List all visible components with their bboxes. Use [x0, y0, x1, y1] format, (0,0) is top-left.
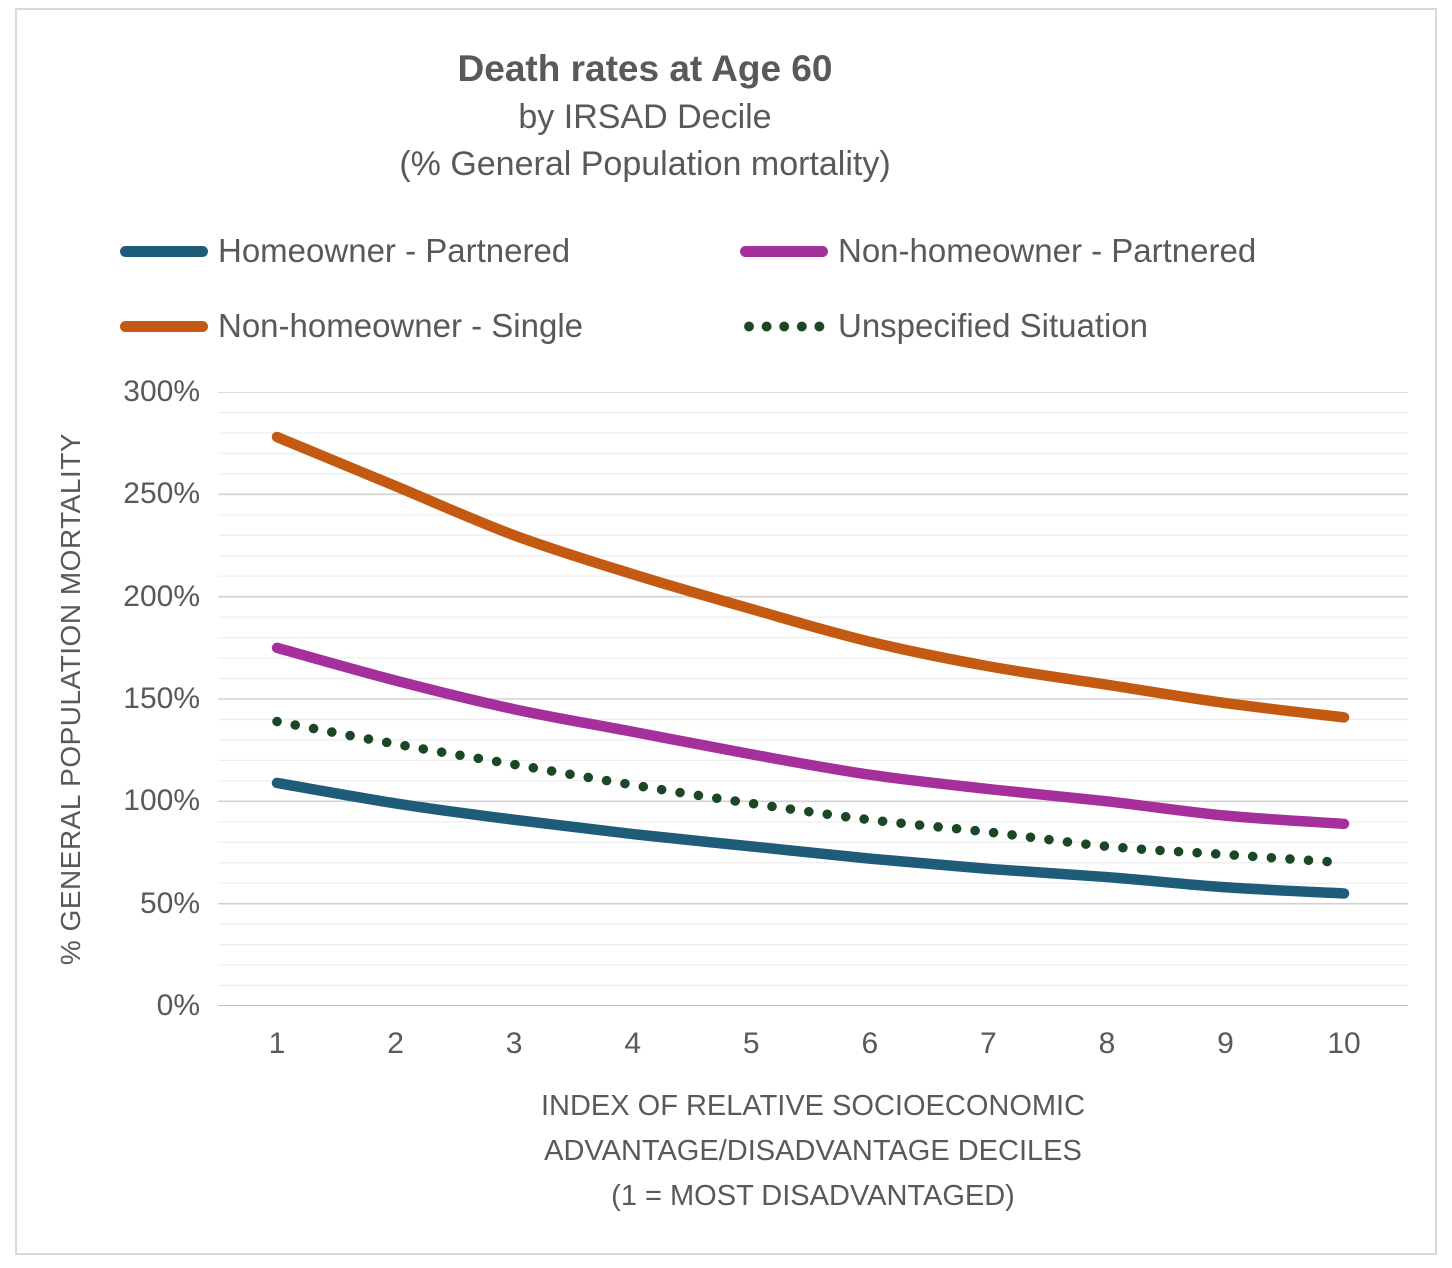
x-tick-label: 2	[387, 1027, 404, 1060]
x-tick-label: 3	[505, 1027, 523, 1060]
x-axis-title: INDEX OF RELATIVE SOCIOECONOMIC ADVANTAGE…	[218, 1084, 1408, 1219]
x-tick-label: 5	[742, 1027, 760, 1060]
legend-label: Non-homeowner - Partnered	[838, 232, 1257, 269]
legend-item-unspecified-situation: Unspecified Situation	[740, 307, 1149, 344]
x-tick-label: 9	[1217, 1027, 1234, 1060]
chart-plot-area	[218, 392, 1408, 1006]
chart-title: Death rates at Age 60	[457, 48, 833, 89]
y-tick-label: 150%	[123, 682, 200, 715]
y-tick-label: 250%	[123, 477, 200, 511]
legend-swatch-line-icon	[740, 245, 828, 257]
legend-swatch-line-icon	[120, 245, 208, 257]
y-tick-label: 100%	[123, 784, 200, 818]
x-tick-label: 1	[268, 1027, 286, 1060]
legend-label: Homeowner - Partnered	[218, 232, 571, 269]
x-tick-label: 6	[861, 1027, 879, 1060]
x-tick-label: 10	[1327, 1027, 1361, 1060]
legend-item-non-homeowner-partnered: Non-homeowner - Partnered	[740, 232, 1257, 269]
y-tick-label: 200%	[123, 579, 200, 613]
x-tick-label: 4	[624, 1027, 642, 1060]
x-tick-label: 7	[980, 1027, 997, 1060]
x-tick-label: 8	[1098, 1027, 1116, 1060]
chart-subtitle-2: (% General Population mortality)	[399, 145, 891, 183]
legend-item-homeowner-partnered: Homeowner - Partnered	[120, 232, 571, 269]
x-axis-tick-labels: 1 2 3 4 5 6 7 8 9 10	[218, 1026, 1408, 1066]
legend-label: Non-homeowner - Single	[218, 307, 584, 344]
chart-title-block: Death rates at Age 60 by IRSAD Decile (%…	[0, 44, 1290, 188]
legend-label: Unspecified Situation	[838, 307, 1149, 344]
y-axis-tick-labels: 0% 50% 100% 150% 200% 250% 300%	[0, 375, 200, 1022]
x-axis-title-line: ADVANTAGE/DISADVANTAGE DECILES	[544, 1135, 1082, 1167]
x-axis-title-line: (1 = MOST DISADVANTAGED)	[611, 1180, 1015, 1212]
y-tick-label: 0%	[156, 989, 200, 1022]
chart-subtitle-1: by IRSAD Decile	[518, 98, 772, 136]
y-tick-label: 50%	[139, 886, 200, 920]
x-axis-title-line: INDEX OF RELATIVE SOCIOECONOMIC	[540, 1090, 1086, 1122]
legend-swatch-line-icon	[120, 320, 208, 332]
legend-item-non-homeowner-single: Non-homeowner - Single	[120, 307, 584, 344]
legend-swatch-dotted-line-icon	[740, 320, 828, 332]
y-tick-label: 300%	[123, 375, 200, 408]
